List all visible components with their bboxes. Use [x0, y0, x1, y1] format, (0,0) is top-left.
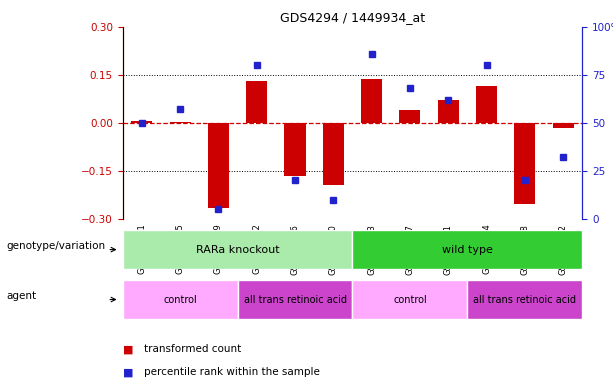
Bar	[438, 101, 459, 123]
Text: ■: ■	[123, 367, 133, 377]
Text: control: control	[163, 295, 197, 305]
Text: control: control	[393, 295, 427, 305]
Text: ■: ■	[123, 344, 133, 354]
Text: RARa knockout: RARa knockout	[196, 245, 280, 255]
Bar	[400, 110, 421, 123]
Text: percentile rank within the sample: percentile rank within the sample	[144, 367, 320, 377]
Bar	[170, 122, 191, 123]
Bar	[208, 123, 229, 208]
Text: transformed count: transformed count	[144, 344, 242, 354]
Bar	[553, 123, 574, 127]
Bar	[131, 121, 152, 123]
Bar	[238, 280, 352, 319]
Text: genotype/variation: genotype/variation	[6, 241, 105, 251]
Title: GDS4294 / 1449934_at: GDS4294 / 1449934_at	[280, 11, 425, 24]
Bar	[323, 123, 344, 185]
Bar	[123, 280, 238, 319]
Text: agent: agent	[6, 291, 36, 301]
Bar	[514, 123, 535, 204]
Bar	[352, 230, 582, 269]
Bar	[284, 123, 305, 176]
Bar	[246, 81, 267, 123]
Text: wild type: wild type	[442, 245, 493, 255]
Bar	[361, 79, 382, 123]
Text: all trans retinoic acid: all trans retinoic acid	[473, 295, 576, 305]
Bar	[123, 230, 352, 269]
Bar	[352, 280, 468, 319]
Text: all trans retinoic acid: all trans retinoic acid	[243, 295, 346, 305]
Bar	[468, 280, 582, 319]
Bar	[476, 86, 497, 123]
